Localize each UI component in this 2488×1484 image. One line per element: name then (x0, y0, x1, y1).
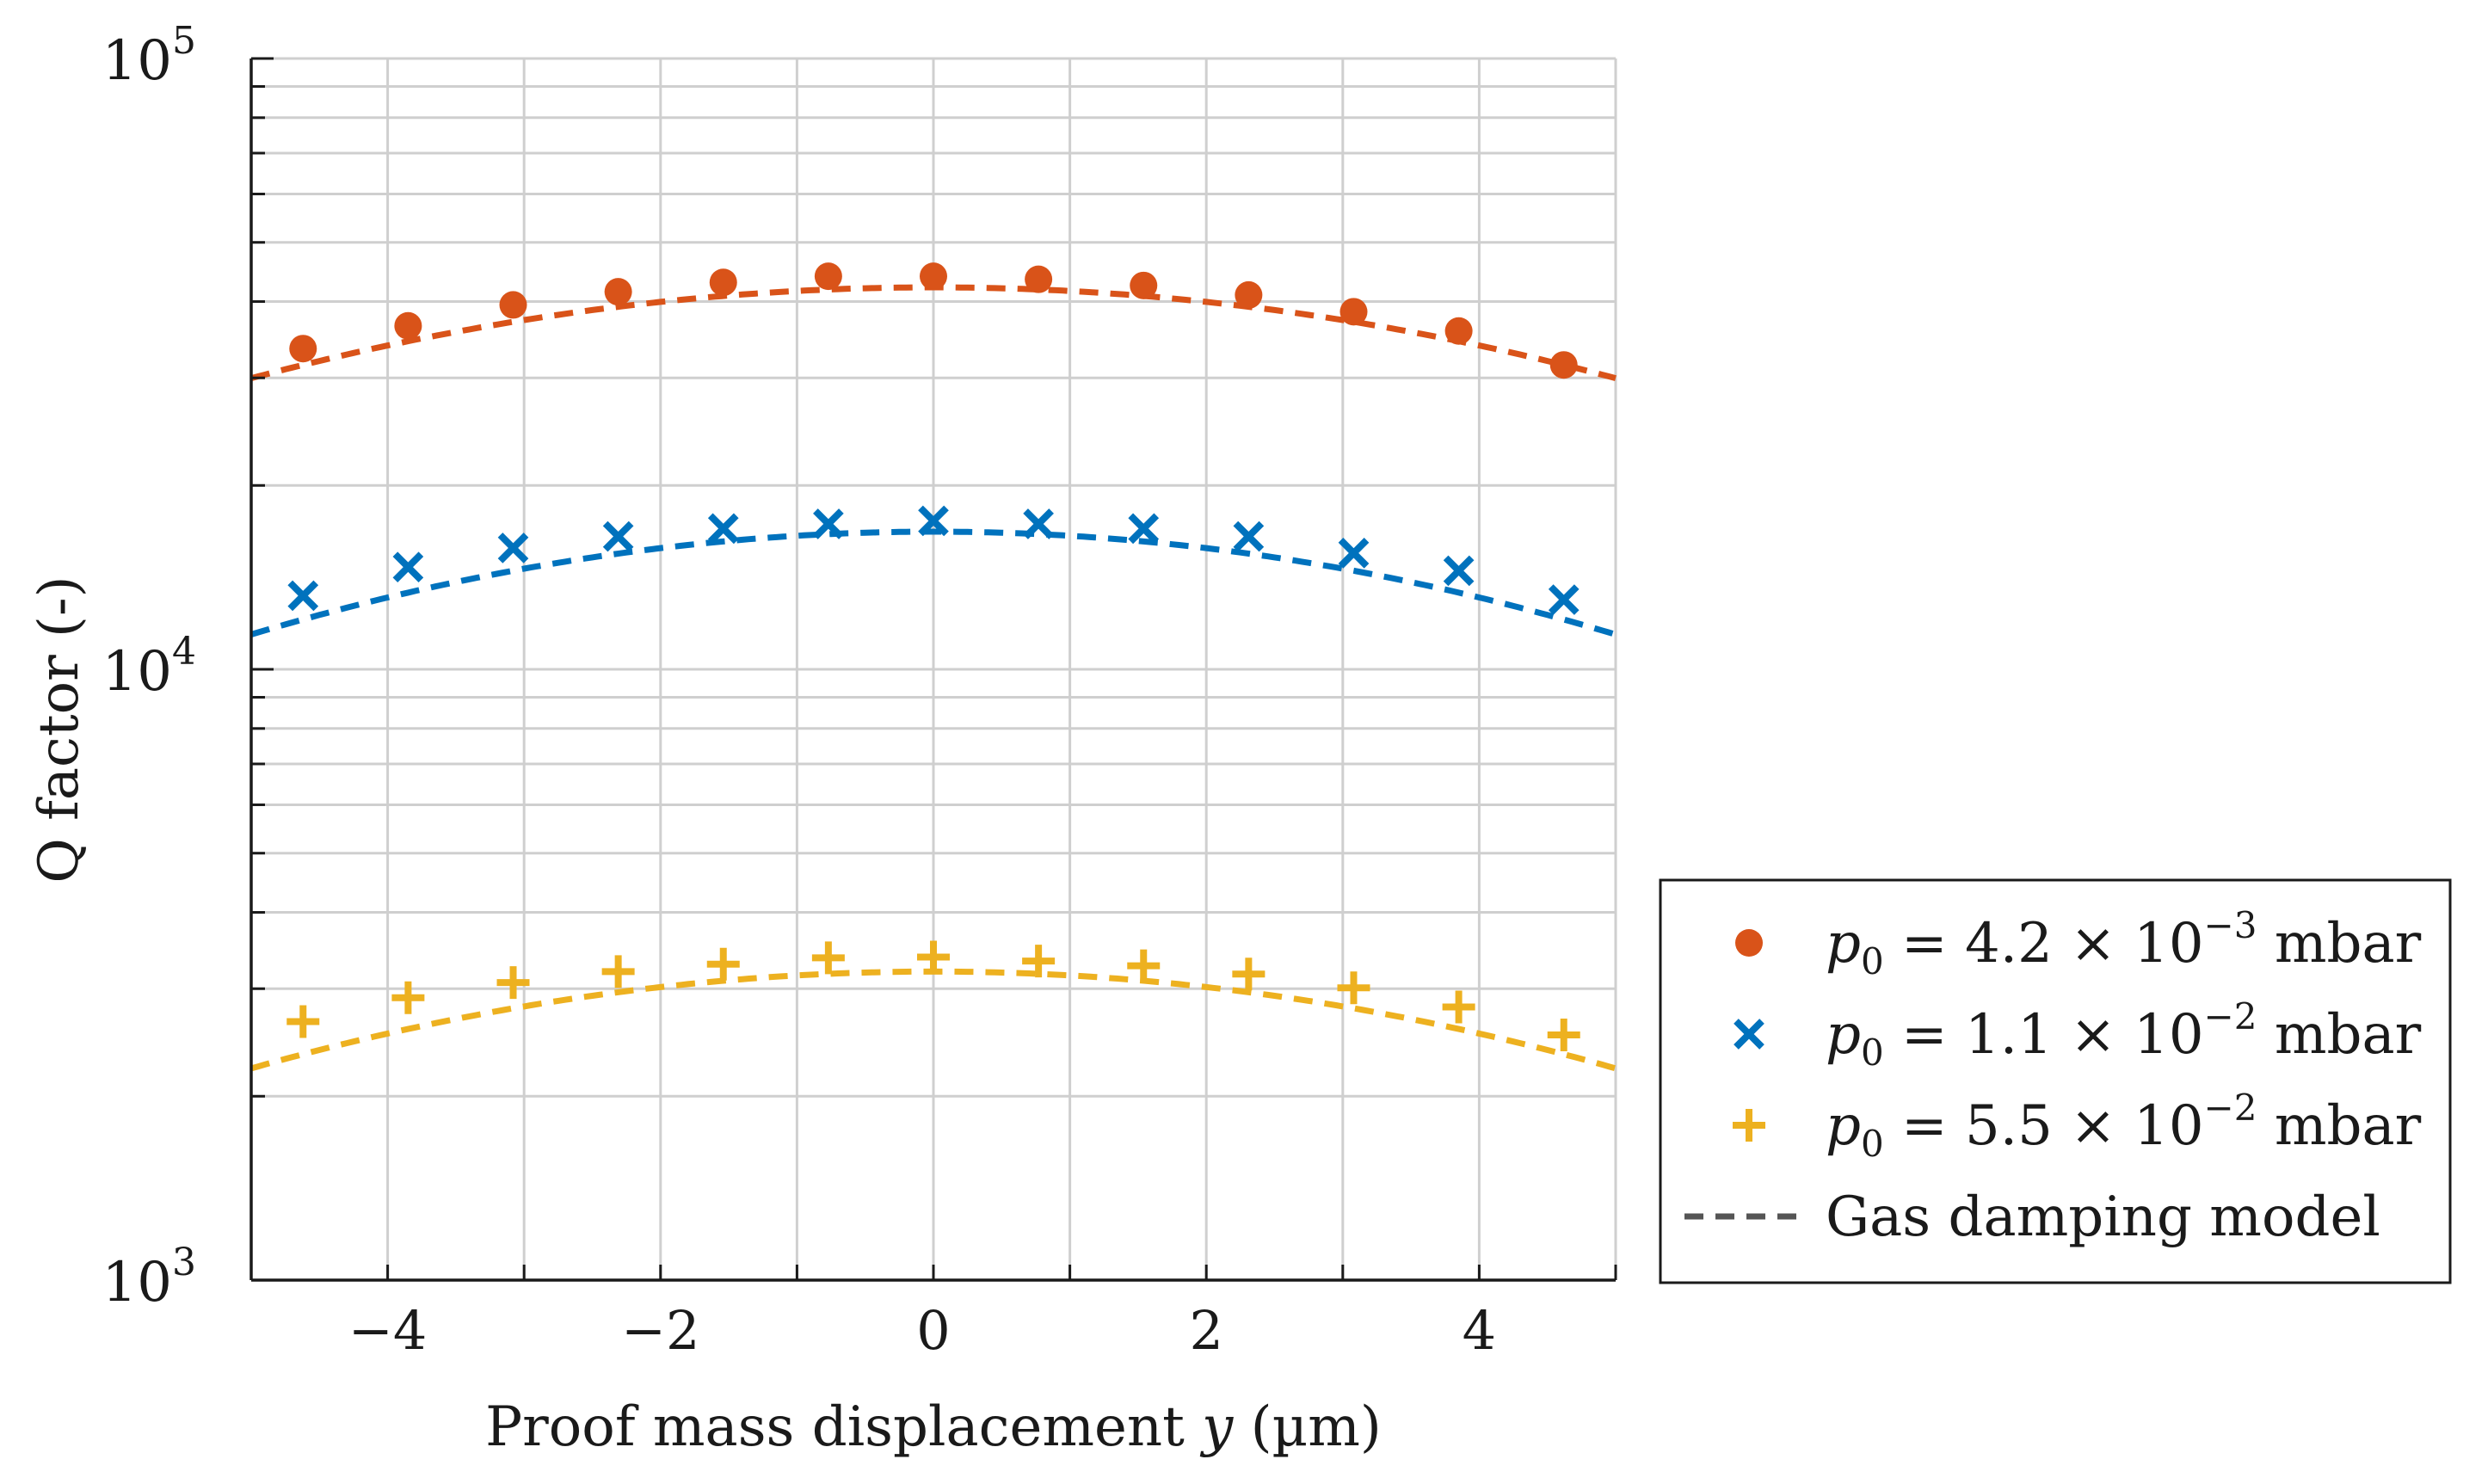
x-axis-title: Proof mass displacement y (µm) (485, 1395, 1382, 1459)
data-point-series-2-stroke (813, 508, 844, 539)
data-point-series-2 (287, 580, 319, 612)
data-point-series-2 (497, 533, 529, 563)
data-point-series-3 (1442, 990, 1475, 1024)
data-point-series-2 (392, 551, 424, 583)
data-point-series-1 (1235, 280, 1263, 309)
data-point-series-2 (813, 508, 844, 539)
x-tick-label: 2 (1189, 1299, 1222, 1362)
data-point-series-2-stroke (287, 580, 319, 612)
y-tick-label: 104 (102, 630, 196, 704)
data-point-series-2 (1233, 520, 1265, 552)
data-point-series-3 (1547, 1019, 1580, 1052)
data-point-series-2 (1443, 555, 1475, 587)
legend-label-series-1: p0 = 4.2 × 10−3 mbar (1826, 904, 2422, 982)
data-point-series-3 (1127, 949, 1161, 982)
data-point-series-2 (1338, 538, 1370, 569)
data-point-series-2-stroke (1548, 584, 1580, 615)
data-point-series-3 (706, 947, 740, 981)
axes (249, 57, 1617, 1282)
tick-labels: −4 −2 0 2 4 103 104 105 (102, 19, 1497, 1362)
data-point-series-3 (391, 981, 425, 1014)
data-point-series-1 (289, 335, 317, 363)
y-axis-title: Q factor (-) (28, 576, 91, 883)
legend-marker-series-3 (1733, 1109, 1765, 1142)
legend-label-series-2: p0 = 1.1 × 10−2 mbar (1826, 995, 2422, 1074)
legend: p0 = 4.2 × 10−3 mbar p0 = 1.1 × 10−2 mba… (1659, 878, 2452, 1284)
data-point-series-2-stroke (1338, 538, 1370, 569)
data-point-series-1 (709, 268, 737, 297)
data-point-series-2 (602, 520, 634, 552)
legend-label-series-3: p0 = 5.5 × 10−2 mbar (1826, 1087, 2422, 1165)
data-point-series-1 (920, 262, 947, 291)
data-point-series-1 (1130, 271, 1158, 299)
data-point-series-3 (286, 1005, 320, 1038)
data-point-series-2 (918, 505, 949, 537)
data-point-series-1 (1549, 351, 1578, 379)
data-point-series-2-stroke (1023, 508, 1054, 539)
data-point-series-3 (917, 940, 950, 974)
legend-marker-series-2-stroke (1734, 1019, 1764, 1050)
data-markers (286, 262, 1580, 1052)
data-point-series-2-stroke (497, 533, 529, 563)
x-tick-label: 0 (916, 1299, 950, 1362)
data-point-series-2 (1548, 584, 1580, 615)
data-point-series-2-stroke (392, 551, 424, 583)
data-point-series-2-stroke (1233, 520, 1265, 552)
data-point-series-3 (496, 966, 530, 1000)
y-tick-label: 103 (102, 1241, 196, 1315)
data-point-series-3 (601, 955, 635, 988)
model-curve-series-2 (249, 528, 1617, 637)
data-point-series-2-stroke (918, 505, 949, 537)
x-tick-label: −2 (621, 1299, 699, 1362)
data-point-series-2 (1023, 508, 1054, 539)
data-point-series-2-stroke (602, 520, 634, 552)
x-tick-label: −4 (348, 1299, 427, 1362)
data-point-series-3 (1022, 945, 1056, 978)
data-point-series-1 (604, 278, 632, 306)
data-point-series-1 (394, 311, 422, 340)
legend-marker-series-2 (1734, 1019, 1764, 1050)
data-point-series-1 (814, 262, 842, 291)
data-point-series-3 (811, 941, 845, 975)
data-point-series-3 (1337, 971, 1370, 1005)
data-point-series-2-stroke (1128, 513, 1160, 545)
data-point-series-1 (499, 291, 527, 319)
grid (249, 57, 1617, 1282)
data-point-series-2 (707, 513, 739, 545)
x-tick-label: 4 (1463, 1299, 1496, 1362)
y-tick-label: 105 (102, 19, 196, 93)
data-point-series-3 (1232, 958, 1266, 991)
data-point-series-1 (1339, 298, 1368, 326)
data-point-series-1 (1444, 317, 1473, 345)
legend-label-model: Gas damping model (1826, 1185, 2380, 1249)
data-point-series-2-stroke (1443, 555, 1475, 587)
legend-symbols (1684, 929, 1798, 1220)
data-point-series-1 (1025, 265, 1053, 293)
data-point-series-2-stroke (707, 513, 739, 545)
legend-marker-series-1 (1735, 929, 1763, 957)
data-point-series-2 (1128, 513, 1160, 545)
